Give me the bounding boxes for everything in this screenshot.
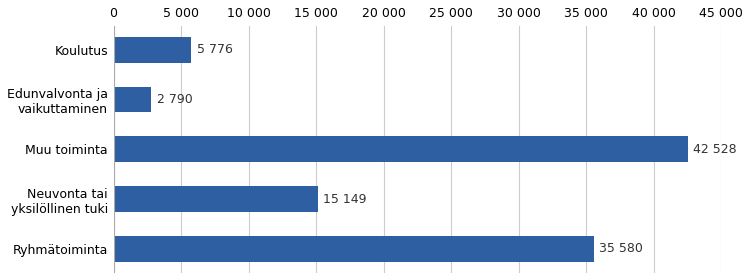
Bar xyxy=(113,37,191,63)
Text: 15 149: 15 149 xyxy=(323,193,367,206)
Bar xyxy=(113,186,318,212)
Text: 5 776: 5 776 xyxy=(197,43,232,56)
Bar xyxy=(113,136,688,162)
Bar xyxy=(113,236,594,262)
Bar xyxy=(113,87,152,113)
Text: 42 528: 42 528 xyxy=(693,143,736,156)
Text: 35 580: 35 580 xyxy=(599,242,644,255)
Text: 2 790: 2 790 xyxy=(157,93,192,106)
